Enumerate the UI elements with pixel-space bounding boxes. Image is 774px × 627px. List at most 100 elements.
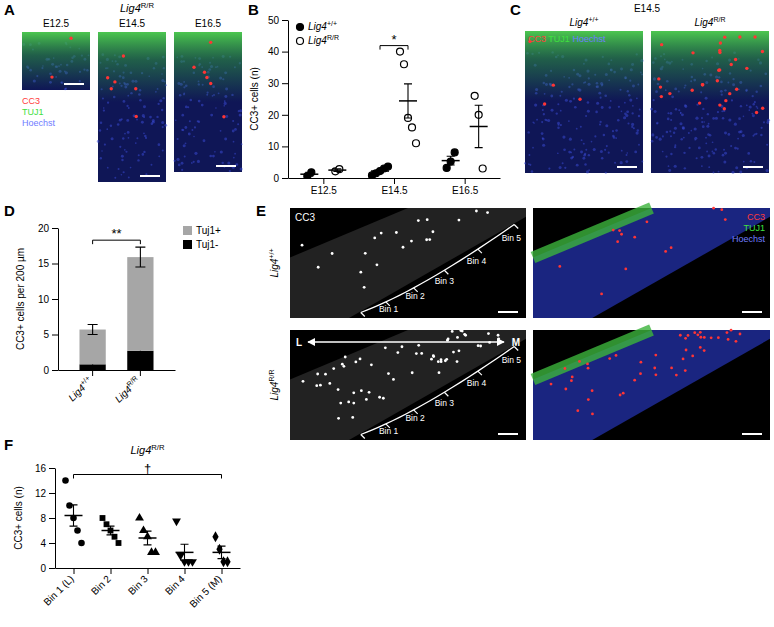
y-tick-mark (282, 146, 288, 147)
legend-label: Tuj1- (196, 239, 218, 250)
data-point (451, 149, 458, 156)
y-tick-label: 5 (43, 329, 49, 340)
micrograph (650, 31, 770, 174)
y-tick: 0 (40, 563, 55, 574)
error-bar (447, 156, 455, 165)
legend: Tuj1+Tuj1- (183, 225, 221, 250)
bin-label: Bin 2 (405, 291, 425, 301)
x-tick-mark (185, 568, 186, 574)
panel-title: E14.5 (634, 3, 661, 14)
y-tick-mark (282, 178, 288, 179)
micrograph-background (22, 32, 90, 90)
data-point (224, 556, 230, 567)
mean-line (371, 170, 389, 172)
micrograph-background (98, 32, 166, 182)
data-point (212, 531, 218, 542)
panel-label: F (4, 436, 13, 453)
micrograph-background (525, 31, 643, 173)
micrograph: Bin 1Bin 2Bin 3Bin 4Bin 5 (290, 208, 526, 318)
error-bar (376, 169, 384, 172)
channel-label: Hoechst (22, 118, 56, 128)
x-axis: Lig4+/+Lig4R/R (59, 370, 176, 405)
mean-line (328, 169, 346, 171)
y-tick-mark (52, 264, 58, 265)
micrograph-background (533, 330, 770, 440)
y-tick-label: 10 (268, 141, 280, 152)
y-tick-mark (49, 518, 55, 519)
chart-title: Lig4R/R (130, 443, 164, 456)
y-axis-line (55, 469, 56, 569)
y-tick: 20 (38, 223, 58, 234)
y-tick-label: 10 (38, 294, 50, 305)
y-tick: 15 (38, 258, 58, 269)
y-tick-label: 16 (35, 463, 47, 474)
panel-label: B (248, 1, 259, 18)
legend-marker (297, 38, 304, 45)
x-tick: E14.5 (381, 178, 408, 196)
micrograph-background (290, 208, 526, 318)
bin-label: Bin 1 (379, 304, 399, 314)
bin-label: Bin 1 (379, 426, 399, 436)
y-tick-mark (49, 493, 55, 494)
data-point (401, 61, 408, 68)
data-point (116, 540, 122, 546)
micrograph (533, 329, 770, 440)
y-tick-mark (282, 115, 288, 116)
significance-label: ** (111, 226, 121, 241)
axis-end-label: L (296, 337, 302, 348)
channel-label: CC3 (22, 96, 40, 106)
x-tick-mark (222, 568, 223, 574)
y-tick-mark (52, 299, 58, 300)
micrograph (22, 32, 90, 90)
bin-label: Bin 3 (435, 398, 455, 408)
chart-B: 01020304050E12.5E14.5E16.5CC3+ cells (n)… (249, 15, 501, 196)
significance-label: † (144, 461, 151, 476)
lateral-medial-arrow (308, 341, 504, 342)
channel-label: CC3 (528, 34, 546, 44)
bin-line (361, 347, 514, 435)
data-point (62, 477, 69, 484)
panel-label: D (4, 202, 15, 219)
error-bar (333, 169, 341, 172)
y-axis-title: CC3+ cells (n) (13, 486, 24, 550)
x-tick-mark (74, 568, 75, 574)
data-point (397, 48, 404, 55)
y-tick-mark (282, 20, 288, 21)
figure: ALig4R/RE12.5E14.5E16.5CC3TUJ1HoechstB01… (0, 0, 774, 627)
y-tick: 10 (38, 294, 58, 305)
row-label: Lig4+/+ (268, 248, 280, 277)
data-point (413, 140, 420, 147)
error-bar (70, 505, 78, 526)
x-tick: Bin 5 (M) (187, 568, 223, 610)
x-tick: E16.5 (452, 178, 479, 196)
x-tick-mark (148, 568, 149, 574)
y-axis-title: CC3+ cells per 200 µm (15, 248, 26, 350)
y-tick: 50 (268, 15, 288, 26)
micrograph-background (651, 31, 769, 173)
data-point (78, 540, 85, 547)
bin-line (361, 225, 514, 313)
micrograph-background (174, 32, 242, 172)
channel-legend: CC3TUJ1Hoechst (732, 212, 766, 244)
bin-label: Bin 5 (502, 233, 522, 243)
column-label: E14.5 (119, 18, 146, 29)
bin-label: Bin 3 (435, 276, 455, 286)
data-point (66, 502, 73, 509)
x-tick-mark (323, 178, 324, 184)
x-tick-label: E16.5 (452, 185, 479, 196)
legend-swatch (183, 226, 192, 235)
channel-legend-text: CC3 TUJ1 Hoechst (528, 34, 606, 44)
panel-label: E (256, 202, 266, 219)
channel-legend: CC3TUJ1Hoechst (22, 96, 56, 128)
error-bar (107, 526, 115, 535)
bin-label: Bin 4 (467, 378, 487, 388)
y-tick-label: 30 (268, 78, 280, 89)
y-tick: 8 (40, 513, 55, 524)
y-tick-label: 0 (273, 173, 279, 184)
micrograph (173, 32, 242, 172)
x-tick: Lig4R/R (112, 370, 142, 405)
panel-title: Lig4R/R (120, 1, 154, 14)
chart-D: 05101520Lig4+/+Lig4R/RCC3+ cells per 200… (15, 223, 221, 405)
x-tick-label: E12.5 (311, 185, 338, 196)
y-tick: 20 (268, 110, 288, 121)
